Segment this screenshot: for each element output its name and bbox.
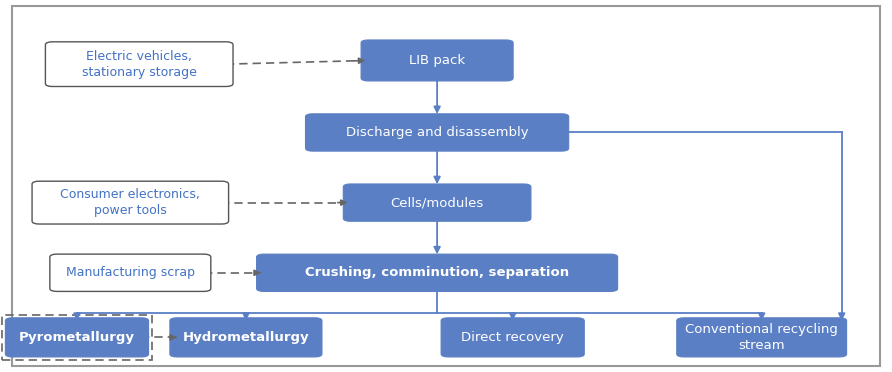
Text: Hydrometallurgy: Hydrometallurgy bbox=[183, 331, 310, 344]
Text: Electric vehicles,
stationary storage: Electric vehicles, stationary storage bbox=[82, 49, 196, 78]
FancyBboxPatch shape bbox=[45, 42, 233, 87]
Text: LIB pack: LIB pack bbox=[409, 54, 465, 67]
FancyBboxPatch shape bbox=[5, 318, 149, 357]
FancyBboxPatch shape bbox=[343, 184, 531, 221]
FancyBboxPatch shape bbox=[442, 318, 584, 357]
FancyBboxPatch shape bbox=[257, 254, 617, 291]
Text: Crushing, comminution, separation: Crushing, comminution, separation bbox=[305, 266, 569, 279]
FancyBboxPatch shape bbox=[32, 181, 228, 224]
FancyBboxPatch shape bbox=[50, 254, 211, 291]
FancyBboxPatch shape bbox=[169, 318, 322, 357]
Text: Pyrometallurgy: Pyrometallurgy bbox=[19, 331, 135, 344]
FancyBboxPatch shape bbox=[361, 40, 513, 81]
Text: Direct recovery: Direct recovery bbox=[461, 331, 564, 344]
Text: Cells/modules: Cells/modules bbox=[391, 196, 483, 209]
Text: Manufacturing scrap: Manufacturing scrap bbox=[66, 266, 194, 279]
Text: Consumer electronics,
power tools: Consumer electronics, power tools bbox=[61, 188, 201, 217]
FancyBboxPatch shape bbox=[305, 114, 569, 151]
Text: Discharge and disassembly: Discharge and disassembly bbox=[346, 126, 528, 139]
FancyBboxPatch shape bbox=[677, 318, 847, 357]
Text: Conventional recycling
stream: Conventional recycling stream bbox=[685, 323, 838, 352]
